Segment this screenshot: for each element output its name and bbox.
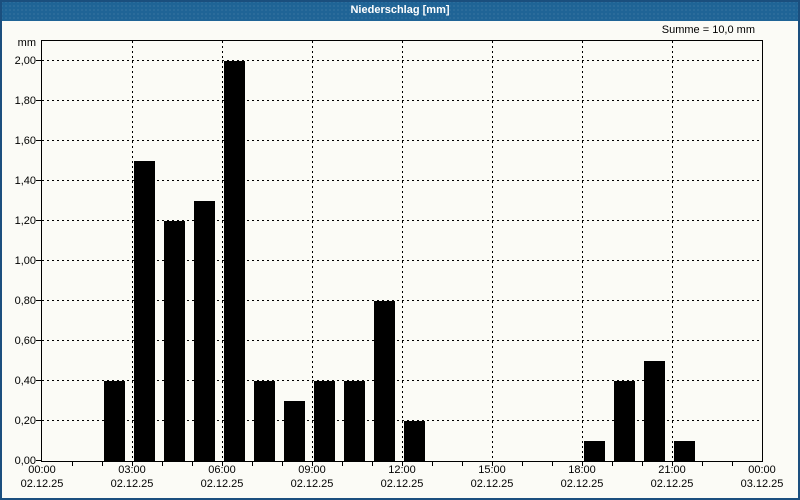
x-axis-date-label: 02.12.25 — [560, 478, 604, 490]
x-tick — [642, 462, 643, 466]
x-tick — [282, 462, 283, 466]
x-tick — [462, 462, 463, 466]
y-tick — [36, 340, 41, 341]
x-axis-date-label: 02.12.25 — [650, 478, 694, 490]
y-axis-tick-label: 0,80 — [14, 295, 36, 307]
x-tick — [342, 462, 343, 466]
y-axis-tick-label: 1,60 — [14, 135, 36, 147]
x-axis-time-label: 06:00 — [208, 464, 236, 476]
y-axis-tick-label: 2,00 — [14, 55, 36, 67]
x-axis-date-label: 02.12.25 — [110, 478, 154, 490]
x-axis-time-label: 15:00 — [478, 464, 506, 476]
precipitation-bar — [254, 381, 275, 461]
precipitation-bar — [284, 401, 305, 461]
y-tick — [36, 140, 41, 141]
x-tick — [132, 462, 133, 466]
x-gridline — [672, 41, 673, 461]
y-axis-tick-label: 0,00 — [14, 455, 36, 467]
y-axis-tick-label: 1,80 — [14, 95, 36, 107]
x-tick — [612, 462, 613, 466]
x-tick — [372, 462, 373, 466]
x-tick — [102, 462, 103, 466]
title-bar: Niederschlag [mm] — [0, 0, 800, 21]
y-tick — [36, 380, 41, 381]
precipitation-bar — [614, 381, 635, 461]
precipitation-bar — [674, 441, 695, 461]
precipitation-bar — [344, 381, 365, 461]
y-tick — [36, 300, 41, 301]
precipitation-bar — [164, 221, 185, 461]
x-gridline — [312, 41, 313, 461]
precipitation-bar — [194, 201, 215, 461]
x-gridline — [582, 41, 583, 461]
x-tick — [162, 462, 163, 466]
precipitation-bar — [104, 381, 125, 461]
y-tick — [36, 420, 41, 421]
x-tick — [732, 462, 733, 466]
x-axis-time-label: 03:00 — [118, 464, 146, 476]
x-axis-time-label: 21:00 — [658, 464, 686, 476]
x-gridline — [222, 41, 223, 461]
x-tick — [312, 462, 313, 466]
precipitation-bar — [584, 441, 605, 461]
y-axis-tick-label: 1,00 — [14, 255, 36, 267]
x-tick — [582, 462, 583, 466]
precipitation-bar — [404, 421, 425, 461]
y-tick — [36, 60, 41, 61]
y-axis-tick-label: 0,20 — [14, 415, 36, 427]
x-tick — [552, 462, 553, 466]
y-tick — [36, 220, 41, 221]
y-axis-tick-label: 1,20 — [14, 215, 36, 227]
y-tick — [36, 100, 41, 101]
x-tick — [432, 462, 433, 466]
x-axis-time-label: 00:00 — [748, 464, 776, 476]
x-axis-date-label: 02.12.25 — [380, 478, 424, 490]
x-axis-date-label: 02.12.25 — [20, 478, 64, 490]
x-gridline — [132, 41, 133, 461]
precipitation-bar — [314, 381, 335, 461]
y-axis-tick-label: 1,40 — [14, 175, 36, 187]
x-gridline — [492, 41, 493, 461]
x-axis-date-label: 02.12.25 — [200, 478, 244, 490]
x-axis-time-label: 18:00 — [568, 464, 596, 476]
x-tick — [702, 462, 703, 466]
window-title: Niederschlag [mm] — [350, 4, 450, 16]
x-tick — [72, 462, 73, 466]
y-tick — [36, 180, 41, 181]
y-axis-tick-label: 0,40 — [14, 375, 36, 387]
x-gridline — [402, 41, 403, 461]
y-axis-unit-label: mm — [17, 37, 36, 49]
y-tick — [36, 460, 41, 461]
y-axis-tick-label: 0,60 — [14, 335, 36, 347]
x-tick — [402, 462, 403, 466]
precipitation-bar — [134, 161, 155, 461]
precipitation-bar — [644, 361, 665, 461]
precipitation-bar — [224, 61, 245, 461]
x-tick — [192, 462, 193, 466]
x-tick — [672, 462, 673, 466]
x-axis-time-label: 12:00 — [388, 464, 416, 476]
x-axis-time-label: 00:00 — [28, 464, 56, 476]
x-tick — [522, 462, 523, 466]
y-tick — [36, 260, 41, 261]
x-tick — [222, 462, 223, 466]
plot-area — [36, 40, 763, 466]
x-axis-date-label: 02.12.25 — [290, 478, 334, 490]
x-axis-time-label: 09:00 — [298, 464, 326, 476]
precipitation-bar — [374, 301, 395, 461]
sum-label: Summe = 10,0 mm — [661, 24, 755, 36]
x-tick — [252, 462, 253, 466]
x-axis-date-label: 02.12.25 — [470, 478, 514, 490]
x-axis-date-label: 03.12.25 — [740, 478, 784, 490]
x-tick — [492, 462, 493, 466]
